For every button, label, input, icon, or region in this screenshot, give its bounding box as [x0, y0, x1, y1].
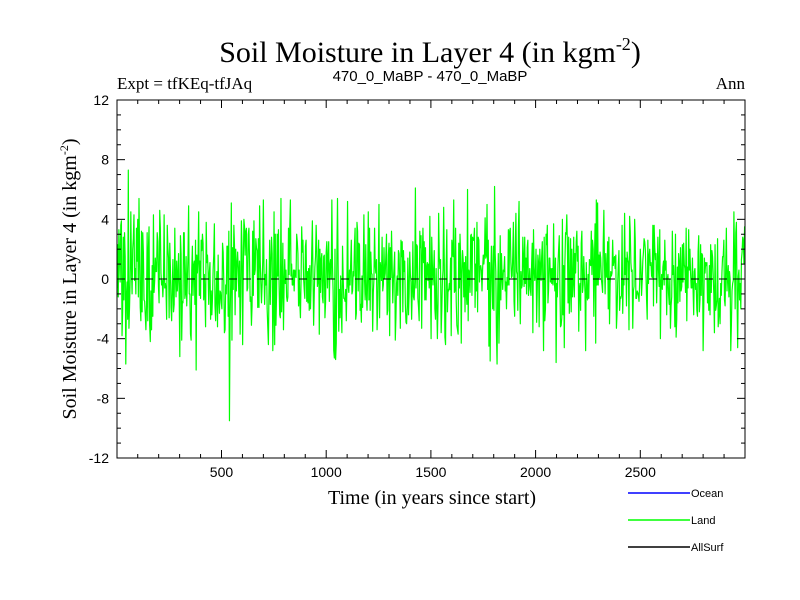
y-tick-label: 0 [101, 271, 109, 287]
y-tick-label: 4 [101, 211, 109, 227]
legend-label-land: Land [691, 515, 715, 527]
x-tick-label: 1000 [311, 464, 342, 480]
legend: Ocean Land AllSurf [628, 488, 724, 554]
y-tick-label: -4 [97, 331, 110, 347]
y-axis-label-superscript: -2 [57, 145, 71, 155]
legend-label-ocean: Ocean [691, 488, 723, 500]
plot-area [116, 99, 746, 459]
chart-title: Soil Moisture in Layer 4 (in kgm-2) [219, 34, 641, 69]
x-tick-label: 2000 [520, 464, 551, 480]
y-axis-label: Soil Moisture in Layer 4 (in kgm-2) [57, 138, 81, 419]
y-tick-label: 12 [93, 92, 109, 108]
x-tick-label: 500 [210, 464, 234, 480]
x-tick-label: 2500 [625, 464, 656, 480]
legend-label-allsurf: AllSurf [691, 542, 724, 554]
x-axis-label: Time (in years since start) [328, 487, 536, 509]
y-tick-label: -12 [89, 450, 109, 466]
y-tick-label: 8 [101, 152, 109, 168]
y-tick-label: -8 [97, 390, 110, 406]
subtitle-period: 470_0_MaBP - 470_0_MaBP [333, 68, 528, 85]
subtitle-season: Ann [716, 74, 746, 93]
series-layer [117, 169, 745, 422]
ticks-layer: 500 1000 1500 2000 2500 -12 -8 -4 0 4 8 12 [89, 92, 745, 480]
x-tick-label: 1500 [415, 464, 446, 480]
subtitle-expt: Expt = tfKEq-tfJAq [117, 74, 253, 93]
chart-title-superscript: -2 [616, 34, 631, 54]
series-line-land [117, 169, 745, 422]
